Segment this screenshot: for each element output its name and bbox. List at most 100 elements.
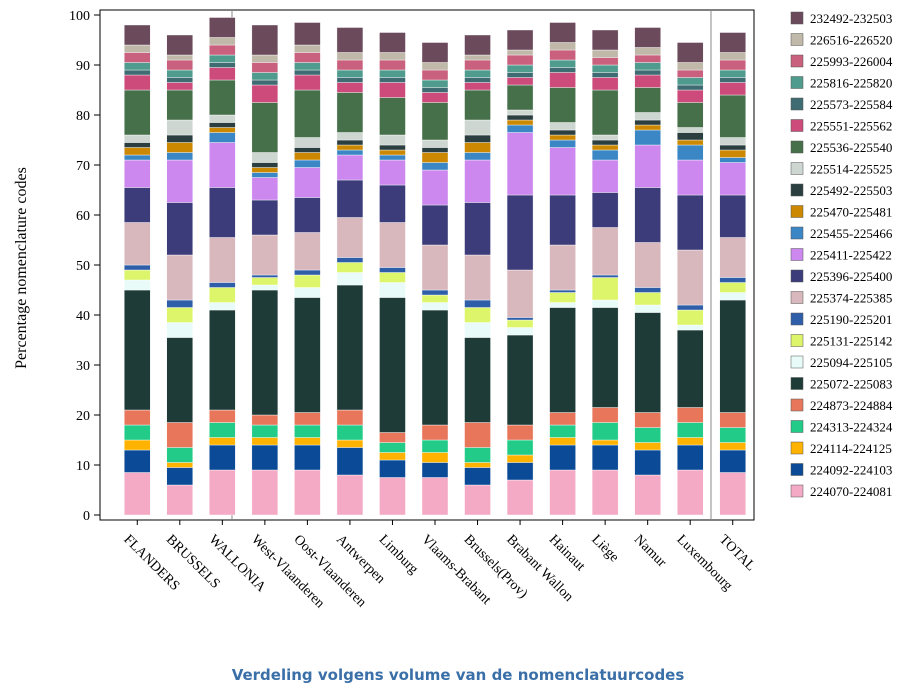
bar-segment (591, 77, 619, 91)
bar-segment (209, 79, 236, 116)
bar-segment (379, 32, 406, 53)
bar-segment (464, 59, 491, 71)
bar-segment (294, 152, 321, 161)
bar-segment (124, 69, 151, 76)
bar-segment (634, 312, 661, 413)
bar-segment (294, 274, 321, 288)
bar-segment (336, 82, 364, 93)
legend-swatch (790, 463, 804, 476)
bar-segment (209, 422, 236, 438)
legend-swatch (790, 140, 804, 154)
bar-segment (421, 147, 449, 153)
bar-segment (336, 284, 364, 411)
legend-swatch (790, 183, 804, 197)
bar-segment (464, 54, 491, 61)
bar-segment (209, 237, 236, 283)
bar-segment (634, 112, 661, 121)
bar-segment (591, 307, 619, 408)
legend-label: 224070-224081 (810, 484, 892, 499)
bar-segment (251, 84, 279, 103)
bar-segment (634, 54, 661, 63)
bar-segment (634, 187, 661, 243)
bar-segment (591, 134, 619, 141)
bar-segment (166, 69, 194, 78)
bar-segment (506, 114, 534, 121)
bar-segment (379, 77, 406, 83)
legend-label: 225514-225525 (810, 162, 892, 177)
bar-segment (124, 289, 151, 411)
bar-segment (464, 447, 491, 463)
bar-segment (549, 194, 576, 246)
bar-segment (549, 244, 576, 291)
bar-segment (506, 319, 534, 328)
bar-segment (124, 142, 151, 148)
bar-segment (166, 462, 194, 468)
bar-segment (677, 159, 704, 196)
bar-segment (124, 62, 151, 71)
bar-segment (336, 217, 364, 258)
y-tick-label: 10 (76, 459, 90, 474)
bar-segment (251, 24, 279, 56)
legend-swatch (790, 119, 804, 132)
bar-segment (336, 439, 364, 448)
bar-segment (677, 304, 704, 311)
legend-label: 224114-224125 (810, 441, 892, 456)
bar-segment (336, 27, 364, 53)
bar-segment (591, 407, 619, 423)
bar-segment (719, 77, 746, 83)
bar-segment (506, 194, 534, 271)
bar-segment (549, 22, 576, 43)
legend-label: 225573-225584 (810, 97, 893, 112)
bar-segment (166, 54, 194, 61)
bar-segment (506, 424, 534, 441)
bar-segment (677, 324, 704, 331)
bar-segment (209, 114, 236, 123)
bar-segment (209, 127, 236, 133)
bar-segment (591, 469, 619, 516)
bar-segment (464, 134, 491, 143)
bar-segment (506, 64, 534, 73)
bar-segment (677, 194, 704, 251)
bar-segment (166, 89, 194, 121)
bar-segment (549, 469, 576, 516)
bar-segment (506, 54, 534, 66)
legend-swatch (790, 97, 804, 111)
bar-segment (464, 82, 491, 91)
bar-segment (549, 59, 576, 68)
bar-segment (634, 144, 661, 188)
bar-segment (634, 47, 661, 56)
legend-swatch (790, 377, 804, 390)
bar-segment (166, 299, 194, 308)
bar-segment (124, 409, 151, 426)
bar-segment (124, 472, 151, 516)
bar-segment (719, 32, 746, 53)
bar-segment (209, 142, 236, 188)
bar-segment (677, 407, 704, 423)
bar-segment (124, 269, 151, 281)
bar-segment (166, 322, 194, 338)
bar-segment (506, 29, 534, 51)
y-tick-label: 70 (76, 159, 90, 174)
bar-segment (421, 79, 449, 88)
bar-segment (336, 154, 364, 181)
bar-segment (209, 62, 236, 68)
bar-segment (251, 444, 279, 471)
bar-segment (421, 302, 449, 311)
bar-segment (591, 274, 619, 278)
bar-segment (719, 59, 746, 71)
bar-segment (379, 459, 406, 478)
bar-segment (294, 52, 321, 63)
bar-segment (591, 227, 619, 276)
bar-segment (209, 309, 236, 411)
bar-segment (294, 89, 321, 138)
bar-segment (336, 262, 364, 273)
bar-segment (591, 159, 619, 193)
legend-label: 225131-225142 (810, 334, 892, 349)
legend-swatch (790, 205, 804, 218)
bar-segment (719, 472, 746, 516)
bar-segment (209, 37, 236, 46)
bar-segment (506, 327, 534, 336)
bar-segment (506, 84, 534, 111)
bar-segment (549, 49, 576, 61)
